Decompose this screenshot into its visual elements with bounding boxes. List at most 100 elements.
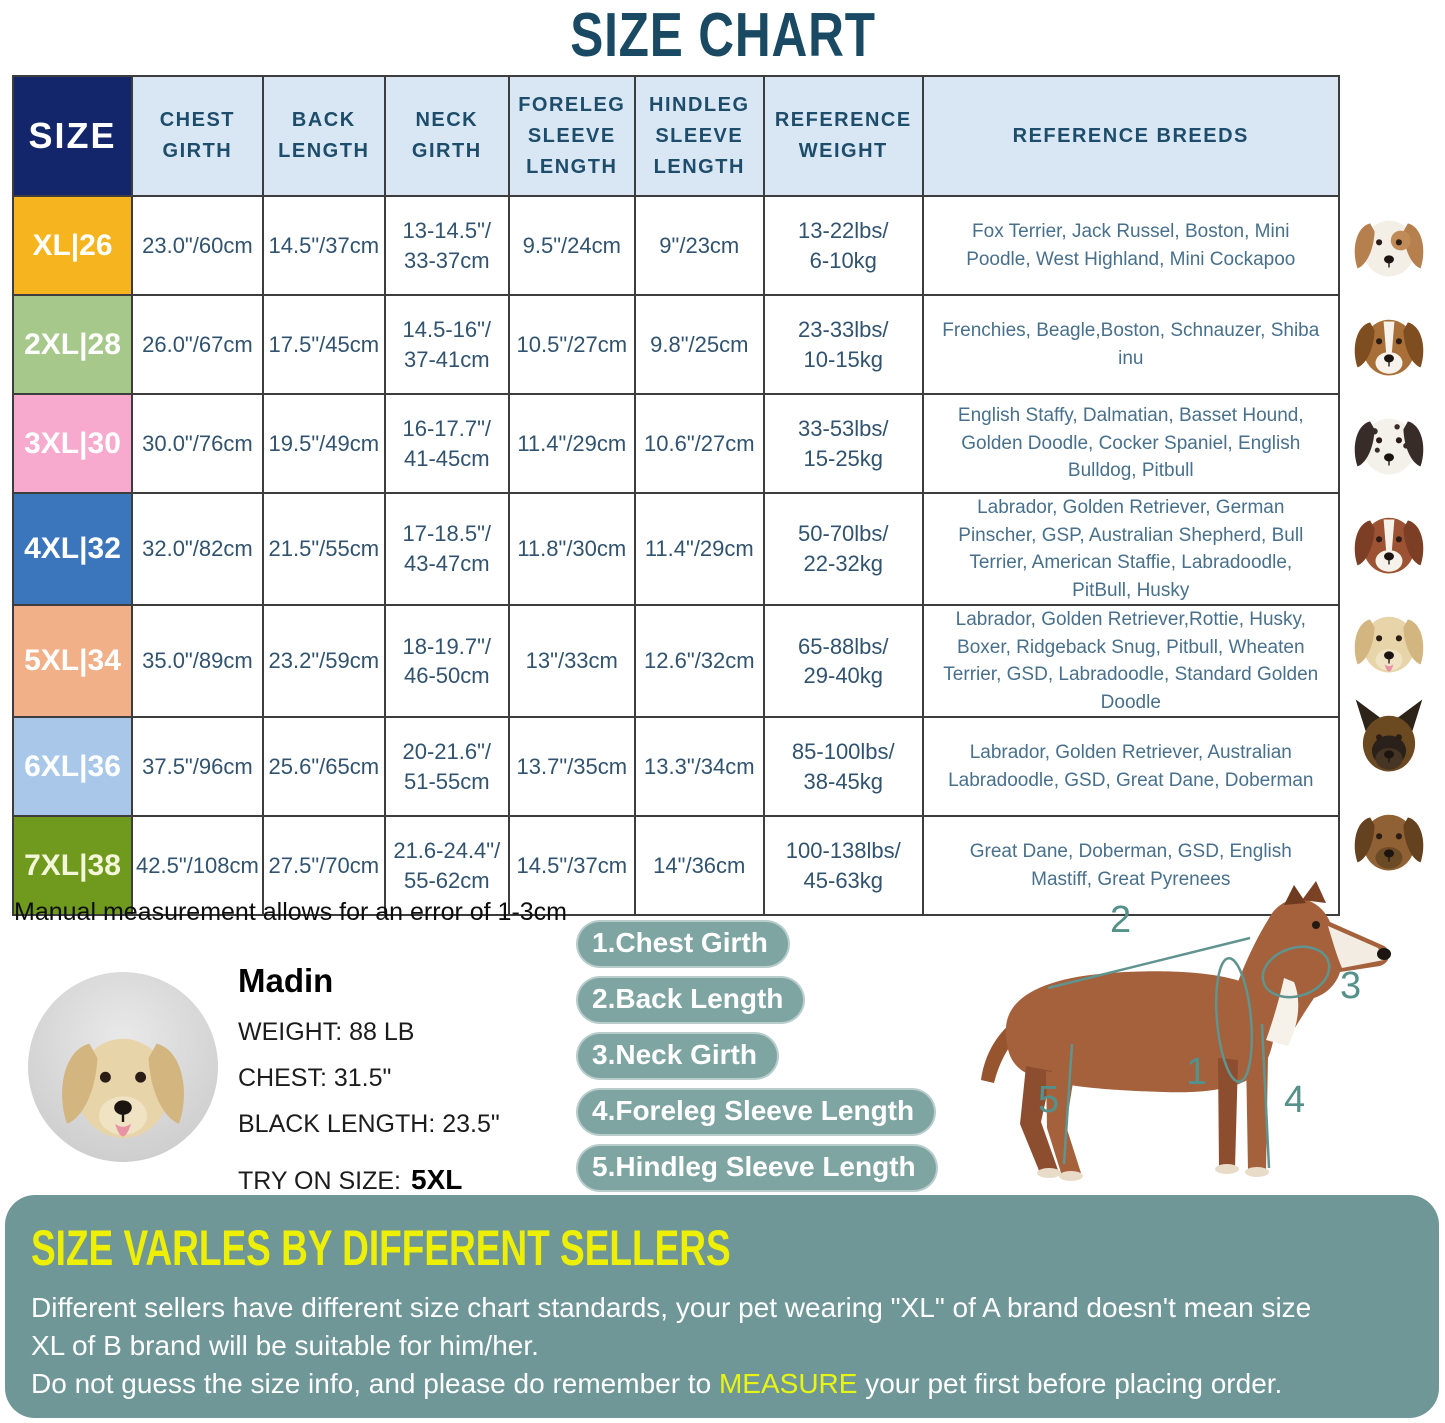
measurement-label-pill: 1.Chest Girth — [576, 920, 790, 968]
breeds-cell: Great Dane, Doberman, GSD, English Masti… — [921, 815, 1340, 917]
foreleg-cell: 13"/33cm — [507, 604, 636, 719]
neck-cell: 17-18.5"/ 43-47cm — [383, 491, 510, 607]
warning-line-1: Different sellers have different size ch… — [31, 1292, 1312, 1323]
breeds-cell: Fox Terrier, Jack Russel, Boston, Mini P… — [921, 195, 1340, 296]
weight-cell: 23-33lbs/ 10-15kg — [762, 294, 924, 395]
amstaff-dog-icon — [1354, 517, 1424, 573]
breed-photo — [1336, 294, 1442, 393]
table-row: 4XL|32 32.0"/82cm 21.5"/55cm 17-18.5"/ 43-4… — [12, 491, 1340, 607]
chest-girth-loop — [1214, 956, 1254, 1084]
breed-photo — [1336, 591, 1442, 690]
warning-title: SIZE VARLES BY DIFFERENT SELLERS — [31, 1220, 731, 1276]
neck-cell: 14.5-16"/ 37-41cm — [383, 294, 510, 395]
warning-line-3-post: your pet first before placing order. — [857, 1368, 1283, 1399]
size-label-cell: 5XL|34 — [12, 604, 133, 719]
breed-photo — [1336, 690, 1442, 789]
breeds-cell: English Staffy, Dalmatian, Basset Hound,… — [921, 393, 1340, 494]
model-info: Madin WEIGHT: 88 LB CHEST: 31.5" BLACK L… — [238, 962, 568, 1221]
table-row: 5XL|34 35.0"/89cm 23.2"/59cm 18-19.7"/ 46-5… — [12, 604, 1340, 719]
size-chart-table: SIZE CHEST GIRTH BACK LENGTH NECK GIRTH FORE… — [12, 75, 1340, 917]
measurement-label-pill: 5.Hindleg Sleeve Length — [576, 1144, 938, 1192]
neck-cell: 16-17.7"/ 41-45cm — [383, 393, 510, 494]
neck-cell: 21.6-24.4"/ 55-62cm — [383, 815, 510, 917]
beagle-dog-icon — [1354, 319, 1424, 375]
back-cell: 27.5"/70cm — [261, 815, 386, 917]
warning-line-3-pre: Do not guess the size info, and please d… — [31, 1368, 719, 1399]
madin-photo — [28, 972, 218, 1162]
try-on-label: TRY ON SIZE: — [238, 1167, 402, 1195]
table-row: XL|26 23.0"/60cm 14.5"/37cm 13-14.5"/ 33-37… — [12, 195, 1340, 296]
measure-highlight: MEASURE — [718, 1368, 858, 1399]
chest-cell: 37.5"/96cm — [131, 716, 264, 818]
back-cell: 17.5"/45cm — [261, 294, 386, 395]
back-length-line — [1047, 936, 1251, 990]
weight-cell: 100-138lbs/ 45-63kg — [762, 815, 924, 917]
measurement-diagram: 1 2 3 4 5 — [948, 872, 1445, 1207]
hindleg-cell: 14"/36cm — [633, 815, 765, 917]
size-label-cell: 6XL|36 — [12, 716, 133, 818]
try-on-value: 5XL — [411, 1164, 463, 1195]
model-name: Madin — [238, 962, 334, 999]
column-header: REFERENCE WEIGHT — [762, 75, 924, 197]
diagram-number-5: 5 — [1038, 1079, 1059, 1121]
breeds-cell: Labrador, Golden Retriever, Australian L… — [921, 716, 1340, 818]
neck-cell: 20-21.6"/ 51-55cm — [383, 716, 510, 818]
warning-line-2: XL of B brand will be suitable for him/h… — [31, 1330, 539, 1361]
seller-warning-box: SIZE VARLES BY DIFFERENT SELLERS Differe… — [5, 1195, 1439, 1418]
neck-cell: 18-19.7"/ 46-50cm — [383, 604, 510, 719]
model-back-length: BLACK LENGTH: 23.5" — [238, 1110, 500, 1138]
breed-photo — [1336, 789, 1442, 888]
hindleg-length-line — [1062, 1043, 1074, 1165]
chest-cell: 23.0"/60cm — [131, 195, 264, 296]
foreleg-cell: 13.7"/35cm — [507, 716, 636, 818]
measurement-label-pill: 3.Neck Girth — [576, 1032, 779, 1080]
chest-cell: 35.0"/89cm — [131, 604, 264, 719]
foreleg-cell: 9.5"/24cm — [507, 195, 636, 296]
diagram-number-3: 3 — [1340, 965, 1361, 1007]
back-cell: 25.6"/65cm — [261, 716, 386, 818]
foreleg-cell: 14.5"/37cm — [507, 815, 636, 917]
size-table-body: XL|26 23.0"/60cm 14.5"/37cm 13-14.5"/ 33-37… — [12, 195, 1340, 917]
back-cell: 23.2"/59cm — [261, 604, 386, 719]
model-chest: CHEST: 31.5" — [238, 1064, 392, 1092]
foreleg-cell: 11.8"/30cm — [507, 491, 636, 607]
table-row: 3XL|30 30.0"/76cm 19.5"/49cm 16-17.7"/ 41-4… — [12, 393, 1340, 494]
weight-cell: 13-22lbs/ 6-10kg — [762, 195, 924, 296]
hindleg-cell: 12.6"/32cm — [633, 604, 765, 719]
page-title-text: SIZE CHART — [569, 0, 876, 70]
size-column-header: SIZE — [12, 75, 133, 197]
back-cell: 19.5"/49cm — [261, 393, 386, 494]
column-header: NECK GIRTH — [383, 75, 510, 197]
measurement-label-pill: 4.Foreleg Sleeve Length — [576, 1088, 937, 1136]
labrador-dog-icon — [1354, 616, 1424, 672]
breeds-cell: Frenchies, Beagle,Boston, Schnauzer, Shi… — [921, 294, 1340, 395]
jack-russell-dog-icon — [1354, 220, 1424, 276]
foreleg-cell: 10.5"/27cm — [507, 294, 636, 395]
chest-cell: 32.0"/82cm — [131, 491, 264, 607]
column-header: HINDLEG SLEEVE LENGTH — [633, 75, 765, 197]
back-cell: 21.5"/55cm — [261, 491, 386, 607]
warning-text: Different sellers have different size ch… — [31, 1289, 1439, 1403]
size-label-cell: 3XL|30 — [12, 393, 133, 494]
table-row: 7XL|38 42.5"/108cm 27.5"/70cm 21.6-24.4"/ 5… — [12, 815, 1340, 917]
size-label-cell: XL|26 — [12, 195, 133, 296]
measurement-note: Manual measurement allows for an error o… — [14, 898, 568, 926]
breed-photo — [1336, 393, 1442, 492]
chest-cell: 26.0"/67cm — [131, 294, 264, 395]
labrador-dog-icon — [62, 1038, 184, 1138]
breed-photo — [1336, 492, 1442, 591]
great-dane-dog-icon — [1354, 814, 1424, 870]
measurement-labels: 1.Chest Girth 2.Back Length 3.Neck Girth 4.… — [576, 920, 938, 1200]
hindleg-cell: 11.4"/29cm — [633, 491, 765, 607]
neck-cell: 13-14.5"/ 33-37cm — [383, 195, 510, 296]
chest-cell: 30.0"/76cm — [131, 393, 264, 494]
german-shepherd-dog-icon — [1355, 699, 1423, 771]
dog-diagram-illustration: 1 2 3 4 5 — [981, 881, 1391, 1181]
weight-cell: 65-88lbs/ 29-40kg — [762, 604, 924, 719]
table-row: 6XL|36 37.5"/96cm 25.6"/65cm 20-21.6"/ 51-5… — [12, 716, 1340, 818]
column-header: CHEST GIRTH — [131, 75, 264, 197]
warning-line-3: Do not guess the size info, and please d… — [31, 1365, 1439, 1403]
weight-cell: 85-100lbs/ 38-45kg — [762, 716, 924, 818]
table-header-row: SIZE CHEST GIRTH BACK LENGTH NECK GIRTH FORE… — [12, 75, 1340, 197]
size-label-cell: 4XL|32 — [12, 491, 133, 607]
